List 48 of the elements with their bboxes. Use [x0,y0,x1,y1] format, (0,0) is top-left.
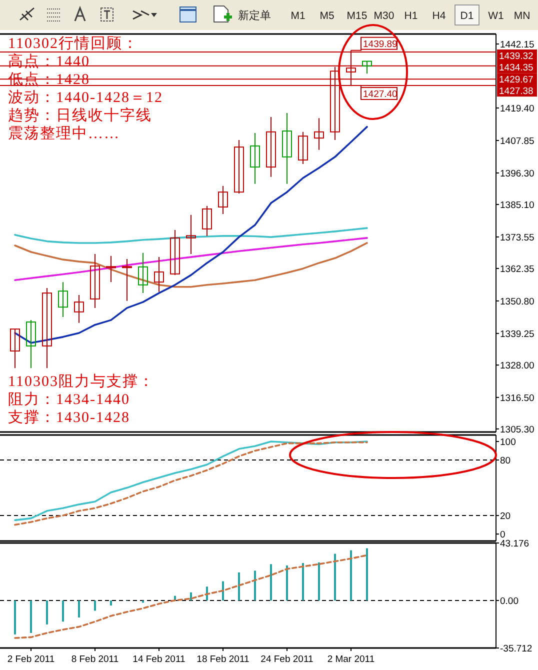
y-tick-label: 1442.15 [500,39,534,50]
annotation: 1427.40 [363,88,398,100]
y-tick-label: -35.712 [500,644,532,654]
y-tick-label: 1305.30 [500,424,534,436]
x-tick-label: 18 Feb 2011 [196,654,250,665]
y-tick-label: 80 [500,455,511,466]
y-tick-label: 1328.00 [500,360,534,372]
x-tick-label: 14 Feb 2011 [132,654,186,665]
text: M5 [320,10,334,22]
annotation: 趋势：日线收十字线 [8,107,152,124]
y-tick-label: 0.00 [500,596,518,607]
annotation: 波动：1440-1428＝12 [8,89,163,106]
y-tick-label: 20 [500,511,511,522]
x-tick-label: 8 Feb 2011 [71,654,119,665]
x-tick-label: 24 Feb 2011 [260,654,314,665]
y-tick-label: 1316.50 [500,392,534,404]
y-tick-label: 1339.25 [500,328,534,340]
text: M15 [346,10,368,22]
text: M30 [374,10,394,22]
text: H4 [432,10,446,22]
text: MN [514,10,530,22]
y-tick-label: 1362.35 [500,264,534,275]
text: H1 [404,10,418,22]
y-tick-label: 1373.55 [500,232,534,244]
text: W1 [488,10,504,22]
x-tick-label: 2 Mar 2011 [327,654,375,665]
y-tick-label: 1396.30 [500,168,534,180]
annotation: 1439.89 [363,38,398,50]
y-tick-label: 43.176 [500,538,530,550]
y-tick-label: 1407.85 [500,136,534,147]
text: M1 [290,10,306,22]
ref-line-label: 1434.35 [499,62,534,74]
annotation: 阻力：1434-1440 [8,391,130,408]
annotation: 震荡整理中…… [8,125,120,142]
annotation: 支撑：1430-1428 [8,409,130,426]
y-tick-label: 1385.10 [500,200,534,211]
y-tick-label: 100 [500,436,516,448]
ref-line-label: 1439.32 [499,50,534,62]
text: D1 [460,10,474,22]
ref-line-label: 1427.38 [499,86,534,98]
ref-line-label: 1429.67 [499,74,534,86]
y-tick-label: 1350.80 [500,296,534,308]
annotation: 110303阻力与支撑： [8,373,154,390]
y-tick-label: 1419.40 [500,103,534,114]
text: 新定单 [238,9,271,22]
annotation: 110302行情回顾： [8,35,138,52]
y-tick-label: 0 [500,530,506,541]
x-tick-label: 2 Feb 2011 [7,654,55,665]
